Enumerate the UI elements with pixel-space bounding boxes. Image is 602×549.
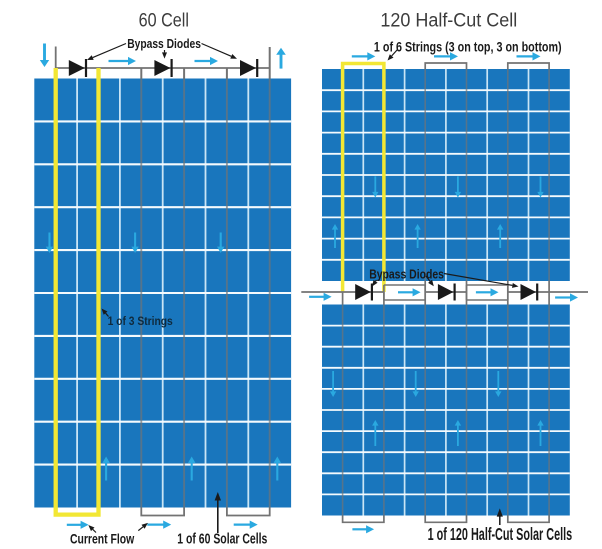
svg-text:60 Cell: 60 Cell: [139, 9, 189, 31]
svg-text:Bypass Diodes: Bypass Diodes: [127, 36, 201, 52]
svg-text:1 of 120 Half-Cut Solar Cells: 1 of 120 Half-Cut Solar Cells: [428, 525, 573, 544]
svg-text:Bypass Diodes: Bypass Diodes: [369, 266, 444, 282]
svg-text:1 of 3 Strings: 1 of 3 Strings: [108, 315, 173, 328]
svg-text:Current Flow: Current Flow: [70, 531, 135, 547]
svg-text:1 of 60 Solar Cells: 1 of 60 Solar Cells: [177, 531, 267, 547]
svg-text:120 Half-Cut Cell: 120 Half-Cut Cell: [380, 9, 517, 31]
svg-text:1 of 6 Strings (3 on top, 3 on: 1 of 6 Strings (3 on top, 3 on bottom): [374, 39, 562, 55]
